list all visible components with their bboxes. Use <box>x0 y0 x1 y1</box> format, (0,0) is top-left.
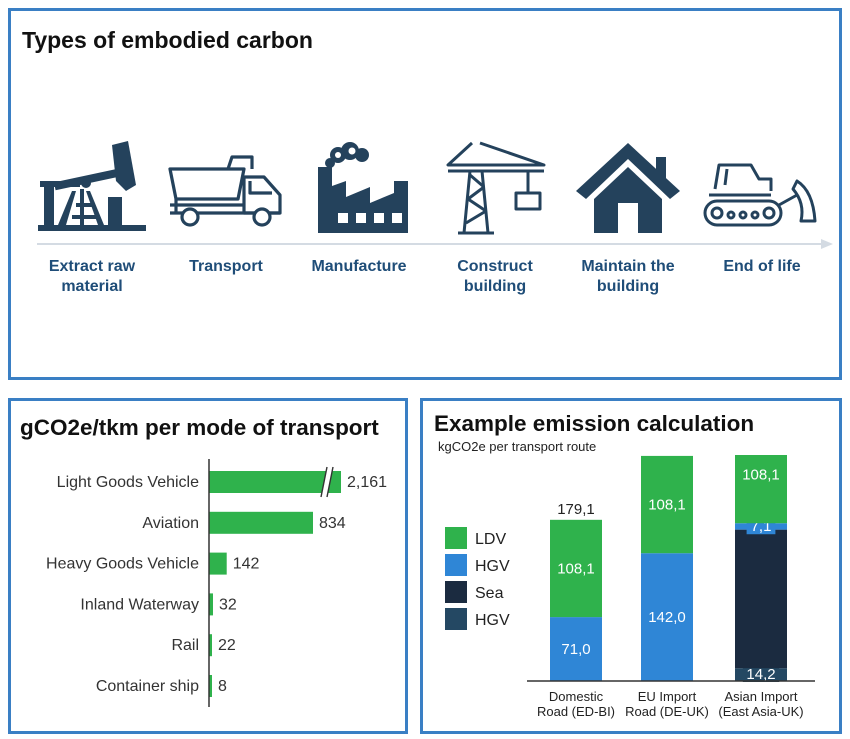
legend-label: LDV <box>475 531 506 548</box>
factory-icon <box>318 142 408 233</box>
bar <box>209 471 341 493</box>
embodied-carbon-panel: Types of embodied carbon Extract raw mat… <box>8 8 842 380</box>
data-label-backdrop <box>742 666 780 682</box>
data-label: 22 <box>218 637 236 654</box>
legend-swatch <box>445 608 467 630</box>
legend-label: HGV <box>475 558 510 575</box>
data-label: 71,0 <box>561 641 590 658</box>
bar <box>209 675 212 697</box>
stage-construct <box>436 141 556 237</box>
data-label: 2,161 <box>347 474 387 491</box>
stage-transport <box>166 155 286 227</box>
data-label: 32 <box>219 596 237 613</box>
transport-mode-chart: Light Goods Vehicle 2,161 Aviation 834 Heavy… <box>46 459 387 707</box>
data-label: 108,1 <box>648 497 686 514</box>
stage-extract <box>32 141 152 237</box>
chart-subtitle: kgCO2e per transport route <box>438 439 597 454</box>
total-label: 179,1 <box>557 501 595 518</box>
house-icon <box>576 143 680 233</box>
oil-pump-icon <box>38 141 146 231</box>
stacked-bar-segment <box>550 617 602 681</box>
category-label: Aviation <box>142 515 199 532</box>
category-label: (East Asia-UK) <box>718 704 803 719</box>
category-label: Light Goods Vehicle <box>57 474 199 491</box>
data-label: 834 <box>319 515 346 532</box>
bar <box>209 634 212 657</box>
lifecycle-arrow <box>37 239 833 249</box>
stage-label-maintain: Maintain the building <box>581 258 675 295</box>
stage-manufacture <box>300 141 420 237</box>
bar <box>209 511 313 534</box>
category-label: EU Import <box>638 689 697 704</box>
category-label: Rail <box>171 637 199 654</box>
stacked-bar-segment <box>641 455 693 554</box>
data-label: 14,2 <box>746 666 775 683</box>
stacked-bar-segment <box>550 519 602 618</box>
crane-icon <box>446 141 546 235</box>
stacked-bar-segment <box>735 455 787 524</box>
category-label: Domestic <box>549 689 604 704</box>
legend-swatch <box>445 581 467 603</box>
stage-label-transport: Transport <box>189 258 263 275</box>
panel-title: Types of embodied carbon <box>22 27 313 53</box>
legend-label: HGV <box>475 612 510 629</box>
stage-label-manufacture: Manufacture <box>311 258 407 275</box>
category-label: Inland Waterway <box>80 596 199 613</box>
bar <box>209 593 213 616</box>
axis-break-mark <box>326 466 334 498</box>
stacked-bar-segment <box>735 529 787 669</box>
transport-mode-panel: gCO2e/tkm per mode of transport Light Go… <box>8 398 408 734</box>
data-label: 142,0 <box>648 609 686 626</box>
stage-label-end-of-life: End of life <box>723 258 801 275</box>
data-label: 142 <box>233 556 260 573</box>
axis-break-gap <box>321 468 333 496</box>
bulldozer-icon <box>703 163 817 227</box>
data-label: 108,1 <box>742 467 780 484</box>
stacked-bar-segment <box>641 553 693 681</box>
chart-title: Example emission calculation <box>434 411 755 436</box>
legend-swatch <box>445 527 467 549</box>
emission-calculation-panel: Example emission calculation kgCO2e per … <box>420 398 842 734</box>
category-label: Asian Import <box>725 689 798 704</box>
category-label: Container ship <box>96 678 199 695</box>
data-label: 8 <box>218 678 227 695</box>
dump-truck-icon <box>168 155 282 227</box>
stage-label-construct: Construct building <box>457 258 533 295</box>
legend-swatch <box>445 554 467 576</box>
category-label: Road (ED-BI) <box>537 704 615 719</box>
category-label: Road (DE-UK) <box>625 704 709 719</box>
legend-label: Sea <box>475 585 504 602</box>
category-label: Heavy Goods Vehicle <box>46 556 199 573</box>
stage-end-of-life <box>701 159 821 229</box>
axis-break-mark <box>320 466 328 498</box>
data-label: 108,1 <box>557 560 595 577</box>
chart-title: gCO2e/tkm per mode of transport <box>20 415 379 440</box>
stage-label-extract: Extract raw material <box>48 258 136 295</box>
bar <box>209 552 227 575</box>
stage-maintain <box>568 141 688 237</box>
